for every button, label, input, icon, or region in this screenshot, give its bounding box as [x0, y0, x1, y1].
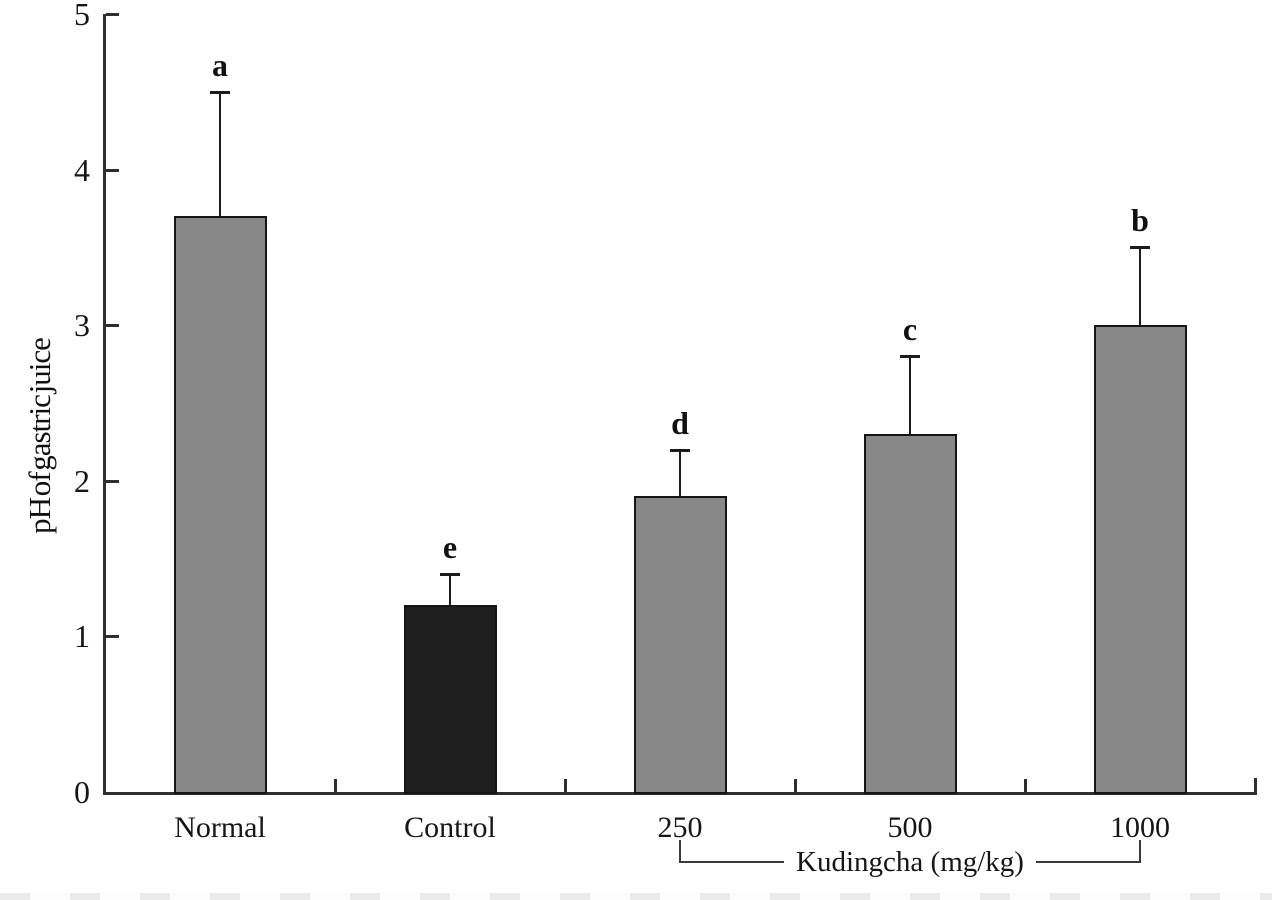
error-bar-cap [440, 573, 460, 576]
error-bar-line [449, 574, 451, 605]
y-tick [106, 13, 119, 16]
y-tick-label: 2 [74, 463, 90, 499]
sig-letter: d [671, 405, 689, 441]
error-bar-cap [1130, 246, 1150, 249]
y-tick-label: 4 [74, 152, 90, 188]
bar [404, 605, 497, 794]
sig-letter: b [1131, 202, 1149, 238]
x-tick-label: 1000 [1110, 811, 1170, 844]
sig-letter: c [902, 311, 918, 347]
y-tick-label: 3 [74, 307, 90, 343]
error-bar-line [1139, 247, 1141, 325]
axis-end-tick [1254, 778, 1257, 792]
scan-artifact [0, 893, 1272, 900]
y-tick [106, 324, 119, 327]
y-tick [106, 169, 119, 172]
y-tick [106, 635, 119, 638]
bar [174, 216, 267, 794]
sig-letter: e [442, 529, 458, 565]
x-minor-tick [1024, 779, 1027, 792]
bar [1094, 325, 1187, 794]
x-tick-label: Control [404, 811, 496, 844]
bracket-right-line [1139, 840, 1141, 863]
bracket-label: Kudingcha (mg/kg) [784, 845, 1036, 879]
bar [634, 496, 727, 794]
error-bar-cap [210, 91, 230, 94]
sig-letter: a [212, 47, 228, 83]
bar [864, 434, 957, 794]
y-tick [106, 480, 119, 483]
y-tick-label: 5 [74, 0, 90, 32]
error-bar-line [219, 92, 221, 216]
x-minor-tick [794, 779, 797, 792]
y-tick-label: 1 [74, 618, 90, 654]
bracket-left-line [679, 840, 681, 863]
error-bar-cap [900, 355, 920, 358]
x-tick-label: 500 [887, 811, 933, 844]
error-bar-line [909, 356, 911, 434]
y-axis-line [103, 14, 106, 795]
x-tick-label: Normal [174, 811, 266, 844]
error-bar-line [679, 450, 681, 496]
x-tick-label: 250 [657, 811, 703, 844]
x-minor-tick [334, 779, 337, 792]
x-minor-tick [564, 779, 567, 792]
y-tick-label: 0 [74, 774, 90, 810]
error-bar-cap [670, 449, 690, 452]
